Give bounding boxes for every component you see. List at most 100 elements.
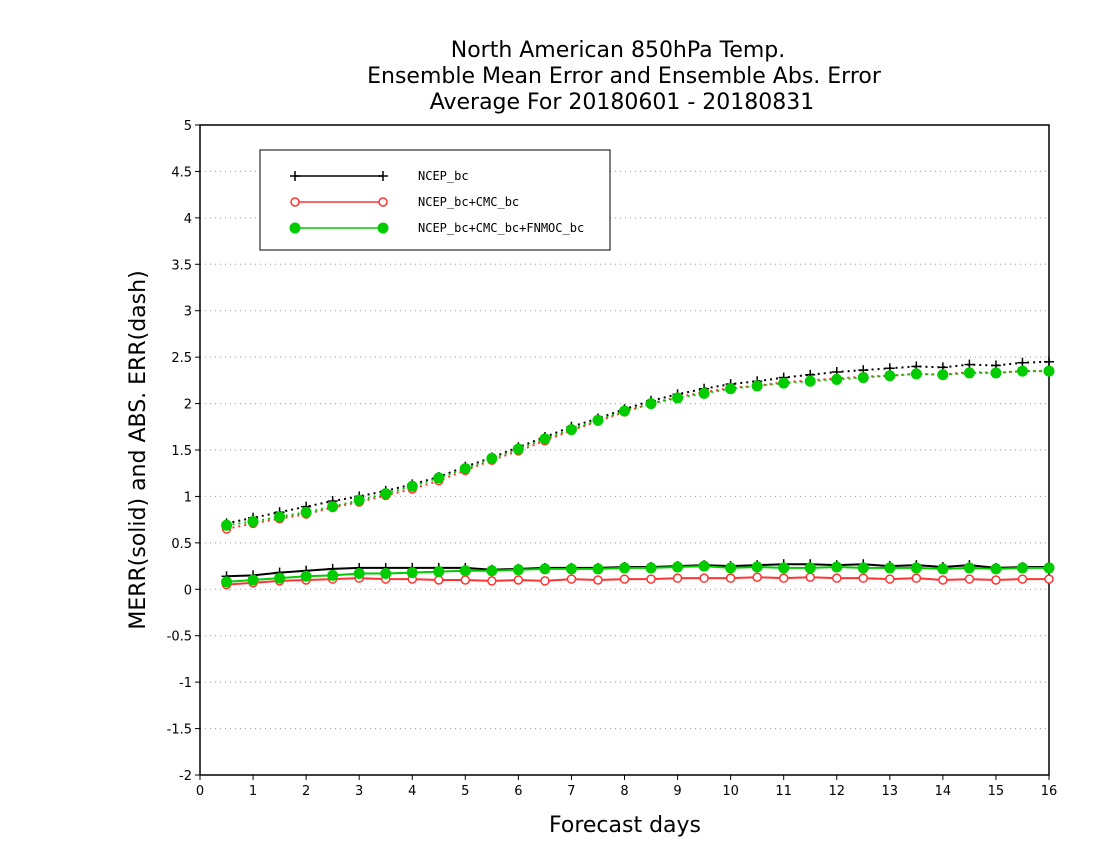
- legend-marker: [378, 197, 388, 207]
- merr-point: [964, 574, 975, 584]
- series-0: [221, 356, 1054, 582]
- legend-entries: NCEP_bc NCEP_bc+CMC_bc NCEP_bc+CMC_bc+FNMO…: [289, 169, 584, 235]
- y-tick-label: 0: [184, 583, 192, 598]
- merr-point: [725, 573, 736, 583]
- merr-point: [513, 575, 524, 585]
- merr-point: [486, 565, 498, 577]
- merr-point: [858, 573, 869, 583]
- merr-point: [805, 572, 815, 582]
- merr-point: [512, 564, 524, 576]
- abs-err-point: [725, 383, 737, 395]
- title-line-2: Ensemble Mean Error and Ensemble Abs. Er…: [367, 64, 882, 89]
- merr-point: [540, 576, 550, 586]
- title-line-1: North American 850hPa Temp.: [451, 38, 786, 63]
- merr-point: [751, 561, 763, 573]
- abs-err-point: [353, 494, 365, 506]
- legend-marker: [378, 171, 388, 181]
- abs-err-point: [459, 463, 471, 475]
- abs-err-point: [1044, 356, 1054, 367]
- merr-point: [406, 567, 418, 579]
- y-tick-label: 2: [184, 398, 192, 413]
- abs-err-point: [300, 506, 312, 518]
- abs-err-point: [486, 452, 498, 464]
- y-tick-label: 1.5: [171, 444, 192, 459]
- y-tick-label: -1.5: [167, 723, 192, 738]
- abs-err-point: [1016, 365, 1028, 377]
- merr-point: [804, 562, 816, 574]
- x-tick-label: 14: [935, 784, 952, 799]
- legend-item-0: NCEP_bc: [290, 169, 469, 183]
- abs-err-point: [910, 368, 922, 380]
- series-layer: [221, 356, 1055, 590]
- merr-line: [226, 576, 1049, 586]
- y-tick-label: -0.5: [167, 630, 192, 645]
- merr-point: [1043, 562, 1055, 574]
- merr-point: [460, 575, 471, 585]
- series-2: [221, 365, 1055, 588]
- merr-point: [937, 563, 949, 575]
- title-line-3: Average For 20180601 - 20180831: [430, 90, 815, 115]
- abs-err-point: [433, 472, 445, 484]
- merr-point: [380, 568, 392, 579]
- abs-err-point: [884, 370, 896, 382]
- merr-point: [991, 575, 1001, 585]
- merr-point: [434, 575, 444, 585]
- x-tick-label: 8: [620, 784, 628, 799]
- x-axis-label: Forecast days: [549, 813, 701, 838]
- abs-err-point: [274, 511, 286, 523]
- y-axis-label: MERR(solid) and ABS. ERR(dash): [126, 270, 151, 629]
- abs-err-point: [857, 372, 869, 384]
- legend-item-2: NCEP_bc+CMC_bc+FNMOC_bc: [289, 221, 584, 235]
- x-tick-label: 4: [408, 784, 416, 799]
- x-tick-label: 10: [722, 784, 739, 799]
- abs-err-point: [698, 387, 710, 399]
- merr-point: [592, 563, 604, 575]
- abs-err-point: [751, 380, 763, 392]
- abs-err-point: [778, 377, 790, 389]
- merr-point: [353, 568, 365, 579]
- series-1: [221, 366, 1054, 590]
- y-tick-label: 1: [184, 490, 192, 505]
- merr-point: [566, 574, 577, 584]
- abs-err-point: [406, 480, 418, 492]
- merr-point: [725, 562, 737, 574]
- x-axis: 0 1 2 3 4 5 6 7 8 9 10 11 12 13 14 15 16: [196, 775, 1057, 799]
- legend-label: NCEP_bc+CMC_bc: [418, 195, 519, 209]
- legend-label: NCEP_bc: [418, 169, 469, 183]
- merr-point: [672, 573, 683, 583]
- y-tick-label: 5: [184, 119, 192, 134]
- merr-point: [752, 572, 762, 582]
- gridlines: [200, 170, 1049, 730]
- merr-point: [593, 575, 603, 585]
- abs-err-point: [221, 519, 233, 531]
- merr-point: [619, 562, 630, 574]
- abs-err-point: [672, 392, 684, 404]
- y-tick-label: 4.5: [171, 165, 192, 180]
- legend-marker: [377, 222, 389, 234]
- merr-point: [646, 574, 656, 584]
- abs-err-point: [963, 367, 975, 379]
- merr-point: [963, 562, 975, 574]
- merr-point: [459, 565, 471, 577]
- merr-point: [1016, 562, 1028, 574]
- y-tick-label: 2.5: [171, 351, 192, 366]
- merr-point: [274, 572, 286, 584]
- abs-err-point: [539, 433, 551, 445]
- legend-box: [259, 149, 611, 251]
- legend-marker: [290, 197, 300, 207]
- y-tick-label: 4: [184, 212, 192, 227]
- x-tick-label: 16: [1041, 784, 1058, 799]
- legend-marker: [290, 171, 300, 181]
- merr-point: [1017, 574, 1028, 584]
- abs-err-point: [1043, 365, 1055, 377]
- abs-err-point: [990, 367, 1002, 379]
- x-tick-label: 7: [567, 784, 575, 799]
- x-tick-label: 5: [461, 784, 469, 799]
- y-tick-label: 3: [184, 305, 192, 320]
- abs-err-point: [619, 405, 630, 417]
- abs-err-point: [937, 369, 949, 381]
- merr-point: [910, 562, 922, 574]
- x-tick-label: 12: [828, 784, 845, 799]
- merr-point: [539, 563, 551, 575]
